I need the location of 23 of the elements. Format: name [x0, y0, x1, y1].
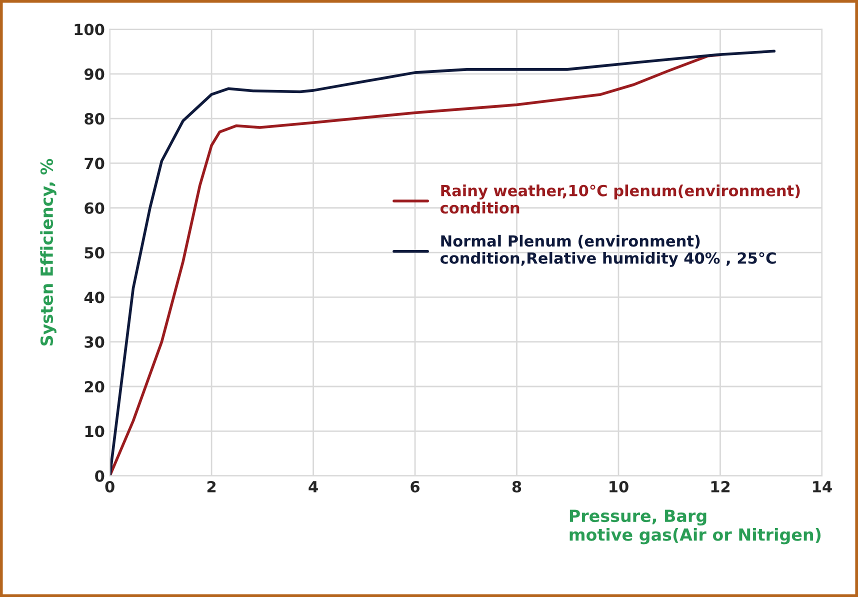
y-tick-label: 70	[84, 158, 104, 170]
y-tick-label: 80	[84, 113, 104, 125]
y-tick-label: 90	[84, 68, 104, 80]
x-axis-title: Pressure, Barg motive gas(Air or Nitrigen)	[570, 510, 821, 544]
y-tick-label: 10	[85, 426, 104, 438]
x-tick-label: 14	[813, 481, 832, 492]
y-axis-title: Systen Efficiency, %	[40, 158, 56, 346]
x-tick-label: 10	[610, 480, 628, 492]
x-tick-label: 8	[512, 480, 522, 492]
x-tick-label: 12	[711, 480, 730, 492]
legend-label: Normal Plenum (environment) condition,Relative humidity 40% , 25°C	[440, 234, 776, 267]
y-tick-label: 40	[84, 292, 104, 304]
y-tick-label: 100	[74, 24, 104, 36]
y-tick-label: 30	[84, 336, 104, 348]
x-tick-label: 2	[207, 480, 216, 492]
x-tick-label: 0	[105, 480, 114, 492]
y-tick-label: 20	[84, 380, 104, 393]
y-tick-label: 50	[84, 246, 104, 259]
y-tick-label: 60	[84, 202, 104, 214]
x-tick-label: 4	[308, 481, 318, 492]
legend-label: Rainy weather,10°C plenum(environment) condition	[440, 184, 800, 214]
y-tick-label: 0	[95, 470, 104, 482]
x-tick-label: 6	[410, 480, 420, 492]
